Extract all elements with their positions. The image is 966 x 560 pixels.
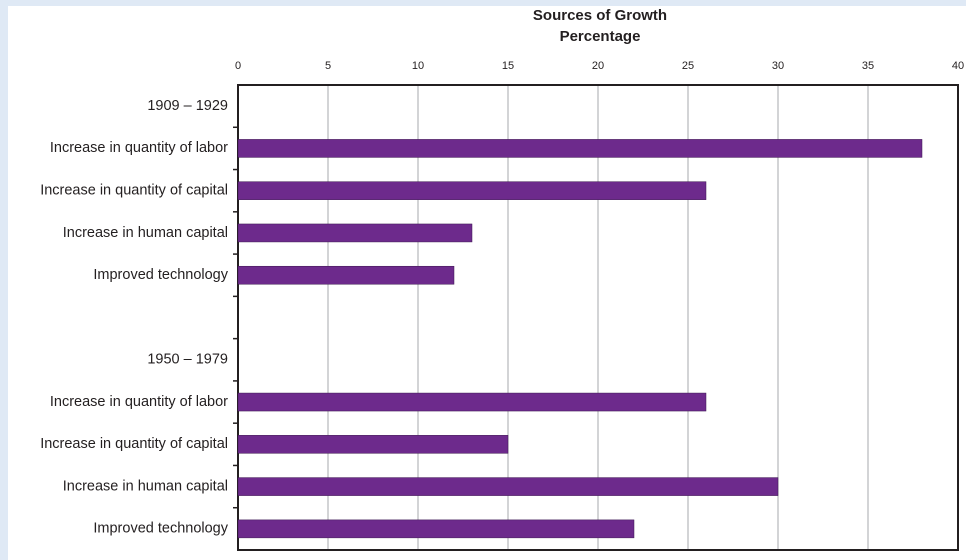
bar [237,139,923,158]
bar [237,392,707,412]
x-tick-label: 25 [682,60,694,72]
y-tick-label: Increase in human capital [63,478,228,494]
chart-title: Sources of Growth [533,7,667,24]
y-tick-label: 1909 – 1929 [147,98,228,114]
y-tick-label: Improved technology [93,267,228,283]
y-tick-label: Increase in quantity of capital [40,436,228,452]
x-tick-label: 10 [412,60,424,72]
y-tick-label: Improved technology [93,521,228,537]
y-tick-label: Increase in quantity of labor [50,394,228,410]
bar [237,477,779,496]
y-tick-label: Increase in quantity of capital [40,183,228,199]
x-tick-label: 35 [862,60,874,72]
y-tick-label: Increase in human capital [63,225,228,241]
bar [237,435,509,454]
x-tick-label: 5 [325,60,331,72]
x-tick-label: 30 [772,60,784,72]
panel [8,6,966,560]
x-tick-label: 20 [592,60,604,72]
bar [237,223,473,243]
plot-frame [237,84,959,551]
bar [237,265,455,285]
x-axis-label: Percentage [560,28,641,45]
x-tick-label: 40 [952,60,964,72]
bar [237,181,707,200]
y-tick-label: 1950 – 1979 [147,352,228,368]
y-tick-label: Increase in quantity of labor [50,140,228,156]
bar [237,519,635,539]
x-tick-label: 15 [502,60,514,72]
x-tick-label: 0 [235,60,241,72]
